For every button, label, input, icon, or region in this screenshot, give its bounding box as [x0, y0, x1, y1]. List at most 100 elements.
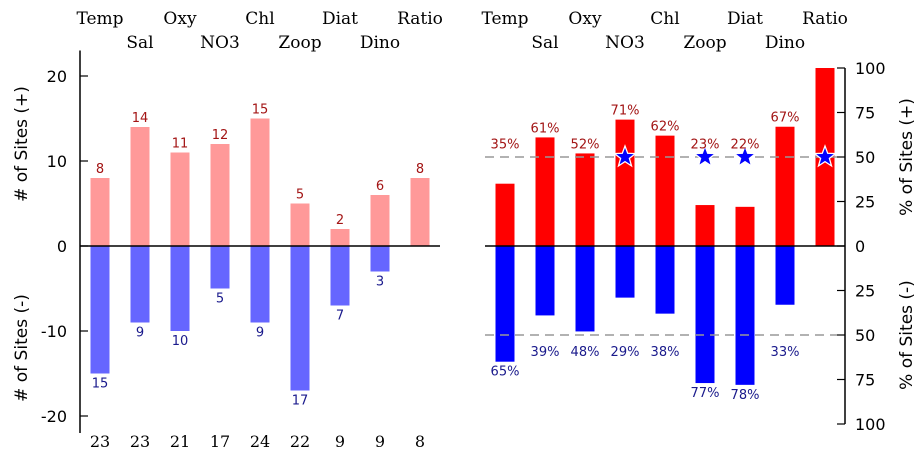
significance-star-icon	[812, 144, 838, 168]
positive-data-label: 5	[296, 188, 304, 203]
negative-bar-temp	[90, 246, 110, 374]
positive-bar-dino	[775, 126, 795, 246]
site-total-label: 23	[130, 432, 150, 451]
positive-data-label: 52%	[571, 137, 600, 152]
negative-data-label: 39%	[531, 345, 560, 360]
negative-data-label: 3	[376, 275, 384, 290]
site-total-label: 22	[290, 432, 310, 451]
negative-bar-temp	[495, 246, 515, 362]
site-total-label: 8	[415, 432, 425, 451]
negative-bar-sal	[535, 246, 555, 316]
y-tick-label: 0	[57, 237, 67, 256]
positive-bar-diat	[330, 229, 350, 246]
positive-data-label: 2	[336, 213, 344, 228]
variable-label-ratio: Ratio	[397, 9, 443, 29]
negative-bar-dino	[370, 246, 390, 272]
positive-data-label: 8	[96, 162, 104, 177]
positive-bar-chl	[250, 118, 270, 246]
variable-label-diat: Diat	[322, 9, 358, 29]
positive-data-label: 23%	[691, 137, 720, 152]
negative-data-label: 7	[336, 309, 344, 324]
positive-data-label: 22%	[731, 137, 760, 152]
negative-bar-chl	[250, 246, 270, 323]
negative-data-label: 38%	[651, 345, 680, 360]
negative-bar-diat	[330, 246, 350, 306]
y-tick-label: 75	[855, 104, 875, 123]
negative-data-label: 77%	[691, 386, 720, 401]
y-tick-label: -10	[41, 322, 67, 341]
y-axis-title-negative: % of Sites (-)	[897, 280, 917, 390]
y-axis-title-negative: # of Sites (-)	[12, 294, 32, 402]
positive-bar-oxy	[170, 152, 190, 246]
negative-bar-no3	[210, 246, 230, 289]
variable-label-no3: NO3	[605, 33, 645, 53]
positive-bar-ratio	[410, 178, 430, 246]
positive-bar-temp	[495, 183, 515, 246]
positive-bar-zoop	[290, 203, 310, 246]
positive-bar-oxy	[575, 153, 595, 246]
negative-bar-diat	[735, 246, 755, 385]
y-tick-label: 25	[855, 282, 875, 301]
variable-label-chl: Chl	[650, 9, 679, 29]
y-axis-title-positive: % of Sites (+)	[897, 98, 917, 216]
positive-bar-diat	[735, 206, 755, 246]
negative-bar-oxy	[575, 246, 595, 332]
negative-bar-no3	[615, 246, 635, 298]
negative-bar-dino	[775, 246, 795, 305]
positive-data-label: 12	[212, 128, 229, 143]
variable-label-chl: Chl	[245, 9, 274, 29]
site-total-label: 9	[375, 432, 385, 451]
y-tick-label: 50	[855, 326, 875, 345]
positive-bar-temp	[90, 178, 110, 246]
y-tick-label: 100	[855, 415, 886, 434]
positive-bar-sal	[535, 137, 555, 246]
negative-data-label: 65%	[491, 365, 520, 380]
y-tick-label: -20	[41, 407, 67, 426]
variable-label-no3: NO3	[200, 33, 240, 53]
positive-data-label: 14	[132, 111, 149, 126]
variable-label-ratio: Ratio	[802, 9, 848, 29]
positive-data-label: 71%	[611, 104, 640, 119]
variable-label-sal: Sal	[126, 33, 153, 53]
y-tick-label: 25	[855, 193, 875, 212]
positive-bar-no3	[615, 119, 635, 246]
site-total-label: 23	[90, 432, 110, 451]
y-axis-title-positive: # of Sites (+)	[12, 86, 32, 202]
positive-bar-sal	[130, 127, 150, 246]
variable-label-zoop: Zoop	[278, 33, 321, 53]
positive-data-label: 62%	[651, 120, 680, 135]
positive-data-label: 67%	[771, 111, 800, 126]
site-total-label: 17	[210, 432, 230, 451]
y-tick-label: 10	[47, 152, 67, 171]
variable-label-temp: Temp	[481, 9, 528, 29]
negative-data-label: 9	[256, 326, 264, 341]
significance-star-icon	[692, 144, 718, 168]
positive-bar-zoop	[695, 205, 715, 246]
negative-bar-oxy	[170, 246, 190, 331]
positive-bar-dino	[370, 195, 390, 246]
variable-label-dino: Dino	[360, 33, 400, 53]
negative-data-label: 5	[216, 292, 224, 307]
significance-star-icon	[612, 144, 638, 168]
negative-data-label: 17	[292, 394, 309, 409]
variable-label-sal: Sal	[531, 33, 558, 53]
positive-data-label: 35%	[491, 137, 520, 152]
variable-label-dino: Dino	[765, 33, 805, 53]
negative-data-label: 15	[92, 377, 109, 392]
variable-label-zoop: Zoop	[683, 33, 726, 53]
negative-data-label: 33%	[771, 345, 800, 360]
positive-data-label: 6	[376, 179, 384, 194]
negative-data-label: 29%	[611, 345, 640, 360]
negative-bar-sal	[130, 246, 150, 323]
negative-data-label: 10	[172, 334, 189, 349]
negative-data-label: 9	[136, 326, 144, 341]
negative-data-label: 78%	[731, 388, 760, 403]
y-tick-label: 100	[855, 59, 886, 78]
site-total-label: 9	[335, 432, 345, 451]
positive-bar-chl	[655, 135, 675, 246]
negative-bar-chl	[655, 246, 675, 314]
site-total-label: 21	[170, 432, 190, 451]
